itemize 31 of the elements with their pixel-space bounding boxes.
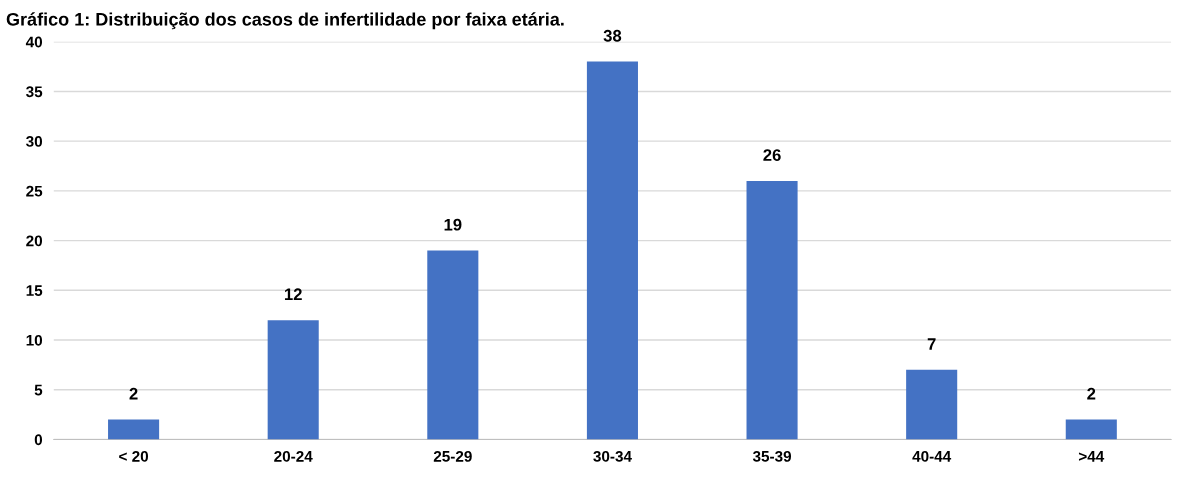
y-tick-label: 20 [26, 235, 43, 247]
bar [586, 61, 638, 440]
data-label: 38 [603, 29, 622, 42]
y-tick-label: 35 [26, 86, 43, 98]
y-tick-label: 40 [25, 36, 43, 48]
data-label: 12 [284, 288, 302, 301]
x-tick-label: 30-34 [593, 450, 632, 462]
x-tick-label: < 20 [119, 450, 149, 462]
y-tick-label: 5 [34, 384, 43, 396]
y-tick-label: 15 [26, 285, 43, 296]
x-tick-label: >44 [1078, 451, 1105, 462]
data-label: 26 [763, 149, 781, 161]
bar [746, 180, 798, 440]
data-label: 7 [927, 338, 936, 350]
data-label: 19 [444, 218, 462, 231]
chart-title: Gráfico 1: Distribuição dos casos de infertilidade por faixa etária. [6, 12, 564, 30]
bar [427, 250, 479, 440]
bar [1065, 419, 1117, 440]
y-tick-label: 0 [34, 434, 43, 446]
bar [906, 369, 958, 440]
x-tick-label: 20-24 [274, 450, 313, 462]
x-tick-label: 25-29 [433, 450, 472, 462]
data-label: 2 [1087, 387, 1096, 400]
x-tick-label: 35-39 [752, 450, 792, 462]
y-tick-label: 25 [26, 185, 43, 197]
data-label: 2 [129, 387, 138, 400]
y-tick-label: 10 [26, 334, 43, 346]
bar [267, 320, 319, 440]
y-tick-label: 30 [26, 136, 43, 147]
x-tick-label: 40-44 [912, 450, 952, 462]
bar [108, 419, 160, 440]
